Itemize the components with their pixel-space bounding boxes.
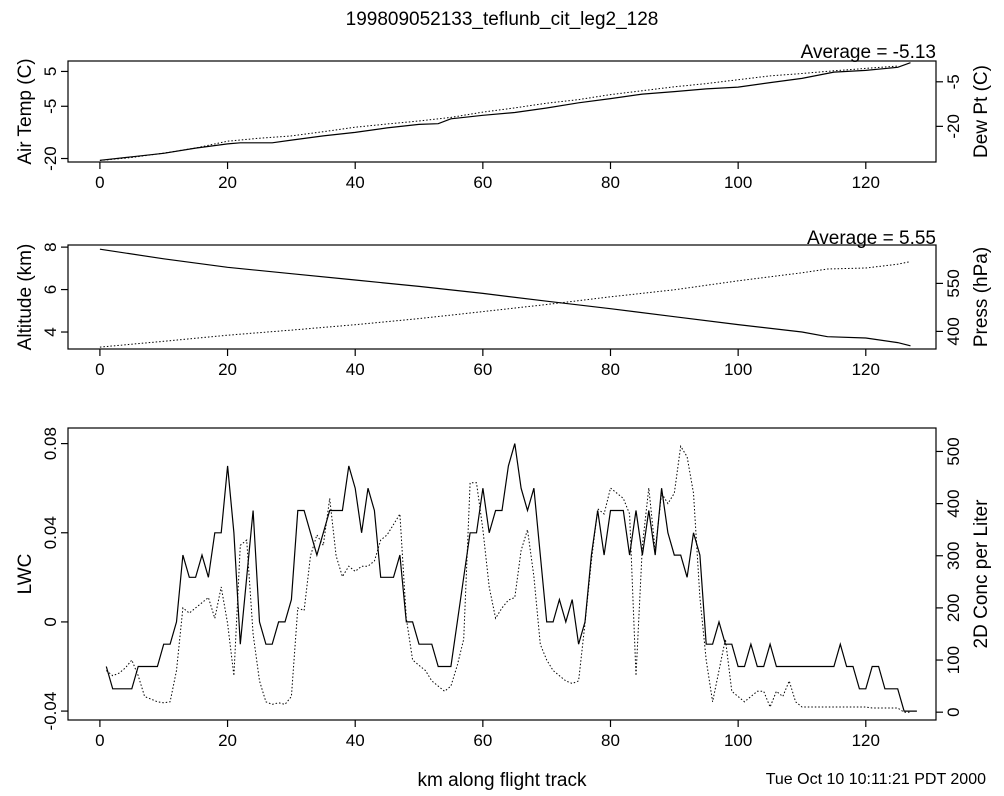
x-tick-label: 60 [473, 731, 492, 750]
right-tick-label: 500 [944, 437, 963, 465]
panel-altitude: 0 20 40 60 80 100 120 4 6 8 400 550 Altitude (km) Pre… [15, 228, 992, 379]
right-tick-label: 550 [944, 269, 963, 297]
left-tick-label: -5 [41, 99, 60, 114]
x-tick-label: 0 [95, 731, 104, 750]
timestamp: Tue Oct 10 10:11:21 PDT 2000 [766, 771, 986, 788]
left-tick-label: 0 [41, 617, 60, 626]
left-axis-label: Air Temp (C) [15, 58, 36, 164]
left-tick-label: -20 [41, 146, 60, 171]
left-tick-label: -0.04 [41, 692, 60, 731]
x-tick-label: 120 [852, 731, 880, 750]
series-line-solid [99, 62, 911, 161]
x-tick-label: 20 [218, 731, 237, 750]
x-tick-label: 40 [346, 360, 365, 379]
x-tick-label: 40 [346, 731, 365, 750]
series-line-dotted [105, 444, 911, 713]
x-tick-label: 60 [473, 360, 492, 379]
right-axis-label: Dew Pt (C) [971, 65, 992, 158]
x-tick-label: 100 [724, 731, 752, 750]
average-annotation: Average = -5.13 [801, 42, 936, 63]
left-axis-label: Altitude (km) [15, 244, 36, 351]
series-line-dotted [99, 65, 898, 161]
average-annotation: Average = 5.55 [807, 228, 936, 249]
right-axis-label: Press (hPa) [971, 247, 992, 347]
left-tick-label: 4 [41, 327, 60, 336]
left-tick-label: 0.08 [41, 427, 60, 460]
x-tick-label: 0 [95, 360, 104, 379]
panel-temperature: 0 20 40 60 80 100 120 -20 -5 5 -20 -5 Air Temp (C) De… [15, 42, 992, 192]
x-tick-label: 20 [218, 173, 237, 192]
x-tick-label: 100 [724, 360, 752, 379]
x-tick-label: 120 [852, 360, 880, 379]
x-tick-label: 20 [218, 360, 237, 379]
right-tick-label: 300 [944, 542, 963, 570]
x-tick-label: 40 [346, 173, 365, 192]
left-tick-label: 8 [41, 242, 60, 251]
right-tick-label: 400 [944, 489, 963, 517]
left-tick-label: 5 [41, 67, 60, 76]
left-axis-label: LWC [15, 554, 36, 595]
series-line-solid [99, 248, 911, 347]
left-tick-label: 0.04 [41, 516, 60, 549]
chart-title: 199809052133_teflunb_cit_leg2_128 [346, 9, 659, 30]
panel-lwc: 0 20 40 60 80 100 120 -0.04 0 0.04 0.08 0 100 200 300 4… [15, 427, 992, 750]
plot-frame [67, 60, 937, 163]
plot-frame [67, 427, 937, 721]
right-axis-label: 2D Conc per Liter [971, 499, 992, 649]
x-axis-label: km along flight track [418, 770, 587, 791]
right-tick-label: -20 [944, 114, 963, 139]
x-tick-label: 120 [852, 173, 880, 192]
x-tick-label: 60 [473, 173, 492, 192]
right-tick-label: 400 [944, 317, 963, 345]
plot-frame [67, 244, 937, 350]
right-tick-label: 0 [944, 707, 963, 716]
series-line-solid [105, 443, 917, 712]
x-tick-label: 80 [601, 731, 620, 750]
x-tick-label: 0 [95, 173, 104, 192]
right-tick-label: 200 [944, 594, 963, 622]
x-tick-label: 80 [601, 173, 620, 192]
right-tick-label: 100 [944, 646, 963, 674]
series-line-dotted [99, 261, 911, 348]
left-tick-label: 6 [41, 285, 60, 294]
x-tick-label: 80 [601, 360, 620, 379]
right-tick-label: -5 [944, 74, 963, 89]
x-tick-label: 100 [724, 173, 752, 192]
